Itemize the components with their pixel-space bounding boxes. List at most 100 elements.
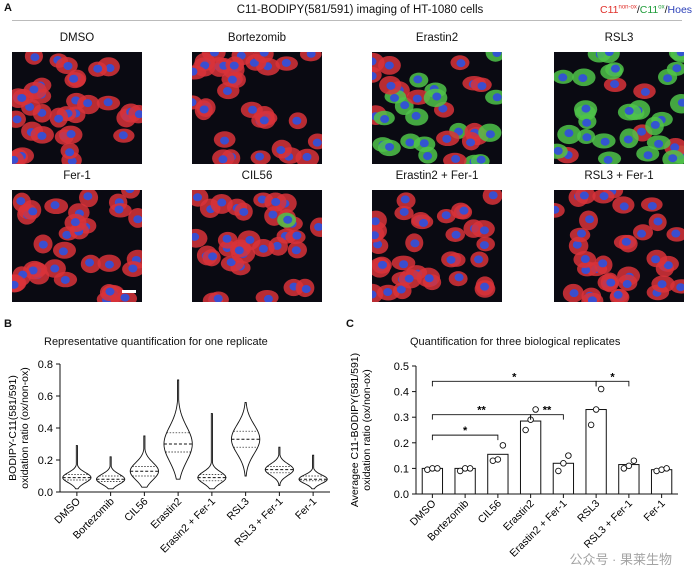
- cell-nucleus: [622, 280, 632, 289]
- replicate-point: [560, 460, 567, 467]
- cell-nucleus: [378, 260, 388, 269]
- cell-nucleus: [105, 64, 115, 73]
- x-tick-label: DMSO: [52, 496, 83, 527]
- cell-nucleus: [208, 252, 218, 261]
- cell-nucleus: [400, 195, 410, 204]
- panel-c-letter: C: [346, 318, 354, 330]
- cell-nucleus: [199, 105, 209, 114]
- cell-nucleus: [83, 192, 93, 201]
- cell-nucleus: [619, 202, 629, 211]
- replicate-point: [532, 406, 539, 413]
- y-tick-label: 0.4: [38, 423, 53, 435]
- cell-nucleus: [120, 293, 130, 302]
- cell-nucleus: [654, 139, 664, 148]
- cell-nucleus: [105, 287, 115, 296]
- cell-nucleus: [582, 133, 592, 142]
- cell-nucleus: [255, 152, 265, 161]
- cell-nucleus: [474, 255, 484, 264]
- cell-nucleus: [405, 138, 415, 147]
- cell-body: [121, 190, 140, 199]
- cell-field: [554, 190, 684, 302]
- cell-nucleus: [653, 217, 663, 226]
- y-tick-label: 0.2: [38, 455, 53, 467]
- microscopy-image: [12, 52, 142, 164]
- cell-nucleus: [412, 94, 422, 103]
- violin: [129, 435, 159, 488]
- microscopy-image: [372, 52, 502, 164]
- cell-nucleus: [488, 191, 498, 200]
- cell-nucleus: [480, 282, 490, 291]
- replicate-point: [625, 462, 633, 470]
- cell-nucleus: [485, 130, 495, 139]
- cell-nucleus: [249, 58, 259, 67]
- cell-nucleus: [599, 192, 609, 201]
- cell-field: [12, 190, 142, 302]
- cell-nucleus: [37, 131, 47, 140]
- cell-nucleus: [193, 193, 203, 202]
- cell-nucleus: [423, 152, 433, 161]
- cell-nucleus: [312, 138, 322, 147]
- image-label: CIL56: [241, 170, 273, 182]
- violin: [62, 445, 92, 490]
- cell-nucleus: [17, 93, 27, 102]
- cell-body: [669, 94, 684, 114]
- microscopy-image: [554, 52, 684, 164]
- image-label: RSL3: [604, 32, 634, 44]
- image-label: Bortezomib: [227, 32, 287, 44]
- cell-nucleus: [442, 134, 452, 143]
- cell-nucleus: [389, 93, 399, 102]
- cell-nucleus: [623, 135, 633, 144]
- cell-nucleus: [372, 231, 379, 240]
- replicate-point: [494, 456, 502, 463]
- cell-nucleus: [276, 146, 286, 155]
- cell-nucleus: [600, 137, 610, 146]
- cell-nucleus: [657, 280, 667, 289]
- microscopy-image: [554, 190, 684, 302]
- x-tick-label: Fer-1: [293, 496, 319, 522]
- replicate-point: [587, 421, 595, 429]
- cell-nucleus: [479, 241, 489, 250]
- y-tick-label: 0.2: [394, 438, 409, 450]
- cell-nucleus: [580, 255, 590, 264]
- cell-nucleus: [577, 229, 587, 238]
- cell-nucleus: [50, 201, 60, 210]
- panel-c-title: Quantification for three biological repl…: [410, 336, 621, 348]
- cell-nucleus: [292, 231, 302, 240]
- cell-nucleus: [372, 217, 380, 226]
- cell-nucleus: [663, 74, 673, 83]
- cell-nucleus: [438, 104, 448, 113]
- cell-nucleus: [69, 74, 79, 83]
- bar: [585, 409, 607, 495]
- cell-nucleus: [103, 98, 113, 107]
- cell-nucleus: [411, 111, 421, 120]
- cell-nucleus: [229, 61, 239, 70]
- image-label: RSL3 + Fer-1: [584, 170, 654, 182]
- cell-nucleus: [454, 273, 464, 282]
- cell-nucleus: [258, 244, 268, 253]
- violin: [95, 456, 126, 490]
- image-label: Erastin2 + Fer-1: [395, 170, 479, 182]
- cell-nucleus: [637, 229, 647, 238]
- cell-nucleus: [604, 52, 614, 56]
- replicate-point: [630, 457, 638, 464]
- significance-label: *: [512, 371, 517, 383]
- cell-nucleus: [477, 82, 487, 91]
- cell-nucleus: [218, 155, 228, 164]
- cell-nucleus: [581, 104, 591, 113]
- cell-nucleus: [640, 87, 650, 96]
- stain-legend: C11non-ox/C11ox/Hoescht: [600, 4, 692, 16]
- cell-nucleus: [479, 226, 489, 235]
- cell-nucleus: [268, 210, 278, 219]
- cell-nucleus: [585, 215, 595, 224]
- cell-body: [596, 52, 620, 64]
- cell-nucleus: [29, 85, 39, 94]
- cell-nucleus: [676, 52, 684, 57]
- cell-nucleus: [647, 201, 657, 210]
- cell-nucleus: [637, 127, 647, 136]
- replicate-point: [592, 406, 600, 413]
- cell-nucleus: [227, 75, 237, 84]
- panel-b-letter: B: [4, 318, 12, 330]
- cell-nucleus: [213, 294, 223, 302]
- bar-chart: 0.0 0.1 0.2 0.3 0.4 0.5 Averagee C11-BODIPY(58…: [349, 353, 678, 560]
- cell-field: [554, 52, 684, 164]
